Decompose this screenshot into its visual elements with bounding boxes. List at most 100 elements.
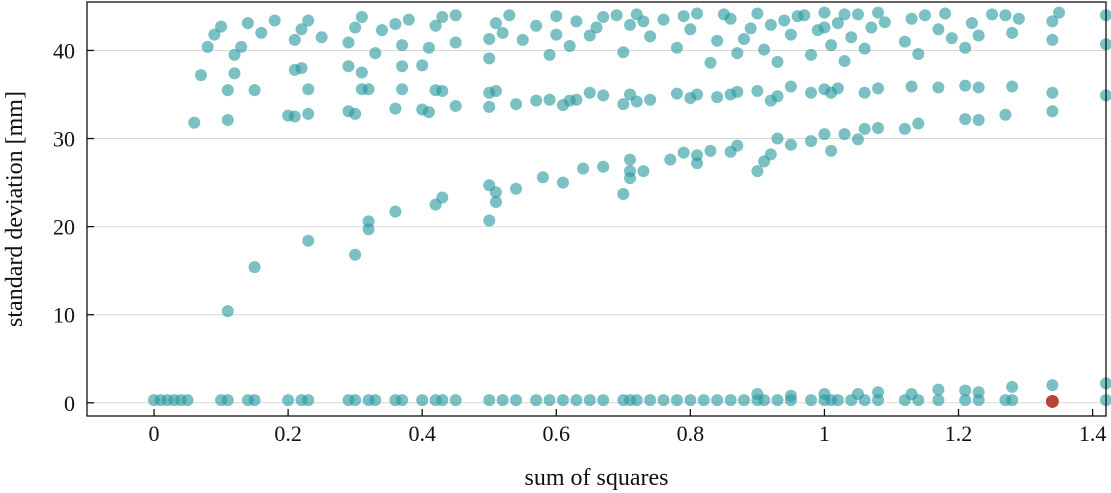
data-point [429,19,442,32]
data-point [878,16,891,29]
data-point [778,14,791,27]
data-point [630,394,643,407]
data-point [248,394,261,407]
data-point [302,83,315,96]
y-axis-label: standard deviation [mm] [2,91,28,327]
data-point [965,17,978,30]
data-point [436,394,449,407]
data-point [597,394,610,407]
data-point [221,84,234,97]
data-point [959,113,972,126]
data-point [396,83,409,96]
data-point [228,67,241,80]
data-point [751,84,764,97]
data-point [221,394,234,407]
data-point [550,28,563,41]
x-tick-label: 0.4 [408,421,436,446]
data-point [912,47,925,60]
data-point [959,384,972,397]
x-tick-label: 0.2 [274,421,302,446]
data-point [657,394,670,407]
data-point [208,28,221,41]
axes [86,1,1107,417]
data-point [630,95,643,108]
y-tick-label: 40 [53,38,75,63]
data-point [805,394,818,407]
data-point [744,22,757,35]
data-point [805,48,818,61]
data-point [637,165,650,178]
data-point [805,135,818,148]
data-point [898,35,911,48]
data-point [851,8,864,21]
data-point [684,394,697,407]
y-tick-label: 20 [53,215,75,240]
data-point [355,10,368,23]
data-point [905,12,918,25]
data-point [436,84,449,97]
data-point [422,106,435,119]
data-point [449,9,462,22]
data-point [617,98,630,111]
data-point [510,98,523,111]
data-point [959,41,972,54]
data-point [784,138,797,151]
data-point [583,394,596,407]
data-point [315,31,328,44]
data-point [422,41,435,54]
data-point [590,21,603,34]
data-point [838,55,851,68]
data-point [349,248,362,261]
data-point [483,100,496,113]
data-point [530,394,543,407]
data-point [751,7,764,20]
data-point [449,394,462,407]
data-point [510,394,523,407]
data-point [858,86,871,99]
data-point [818,387,831,400]
data-point [570,93,583,106]
data-point [1006,394,1019,407]
data-point [496,26,509,39]
data-point [932,383,945,396]
data-point [972,114,985,127]
ticks: 0 10 20 30 40 0 0.2 0.4 0.6 0.8 1 1.2 1.4 [53,38,1106,446]
data-point [684,23,697,36]
data-point [784,389,797,402]
data-point [670,87,683,100]
data-point [644,30,657,43]
data-point [818,128,831,141]
data-point [818,21,831,34]
data-point [838,128,851,141]
data-point [503,9,516,22]
data-point [349,394,362,407]
data-point [389,205,402,218]
data-point [375,24,388,37]
data-point [489,84,502,97]
data-point [670,41,683,54]
data-point [711,91,724,104]
data-point [489,17,502,30]
plot-frame [86,1,1107,417]
data-point [959,394,972,407]
data-point [764,18,777,31]
data-point [1046,379,1059,392]
data-point [771,394,784,407]
data-point [704,56,717,69]
data-point [758,43,771,56]
data-point [932,23,945,36]
data-point [221,114,234,127]
data-point [483,32,496,45]
data-point [530,19,543,32]
data-point [691,157,704,170]
data-point [563,40,576,53]
data-point [550,10,563,23]
data-point [831,17,844,30]
data-point [369,47,382,60]
data-point [724,394,737,407]
data-point [657,13,670,26]
data-point [389,102,402,115]
data-point [945,32,958,45]
x-tick-label: 1.4 [1079,421,1107,446]
